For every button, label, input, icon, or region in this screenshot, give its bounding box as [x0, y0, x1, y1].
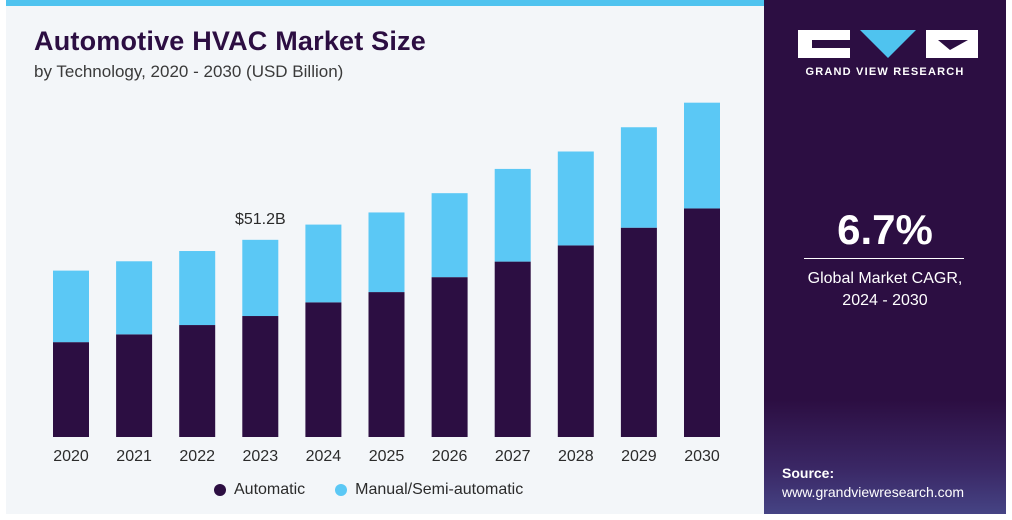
- bar-manual-2027: [494, 168, 531, 262]
- bar-manual-2023: [242, 239, 279, 317]
- x-tick-label-2021: 2021: [116, 448, 152, 465]
- accent-bar: [6, 0, 764, 6]
- summary-panel: GRAND VIEW RESEARCH 6.7% Global Market C…: [764, 0, 1006, 514]
- chart-title: Automotive HVAC Market Size: [34, 26, 426, 56]
- x-tick-label-2026: 2026: [432, 448, 468, 465]
- cagr-label-line1: Global Market CAGR,: [807, 270, 963, 287]
- infographic: Automotive HVAC Market Size by Technolog…: [6, 0, 1006, 514]
- stacked-bar-chart: 2020 2021 2022 2023 $51.2B 2024 2025 2026 2027 20…: [53, 102, 720, 465]
- grand-view-research-logo: [798, 30, 978, 58]
- bar-manual-2028: [557, 151, 594, 246]
- bar-manual-2030: [684, 102, 720, 209]
- chart-legend: Automatic Manual/Semi-automatic: [214, 481, 553, 499]
- x-tick-label-2028: 2028: [558, 448, 594, 465]
- chart-panel: Automotive HVAC Market Size by Technolog…: [6, 0, 764, 514]
- bar-automatic-2028: [557, 245, 594, 437]
- bar-automatic-2020: [53, 342, 89, 437]
- cagr-label: Global Market CAGR, 2024 - 2030: [764, 268, 1006, 312]
- x-tick-label-2030: 2030: [684, 448, 720, 465]
- bar-automatic-2030: [684, 208, 720, 437]
- x-tick-label-2024: 2024: [306, 448, 342, 465]
- x-tick-label-2027: 2027: [495, 448, 531, 465]
- bar-manual-2029: [620, 127, 657, 228]
- legend-item-manual: Manual/Semi-automatic: [335, 481, 523, 499]
- legend-swatch-automatic: [214, 484, 226, 496]
- cagr-label-line2: 2024 - 2030: [842, 292, 928, 309]
- cagr-value: 6.7%: [837, 206, 933, 253]
- bar-manual-2022: [179, 251, 216, 326]
- bar-automatic-2027: [494, 261, 531, 437]
- legend-label-automatic: Automatic: [234, 481, 306, 498]
- bar-manual-2024: [305, 224, 342, 303]
- cagr-divider: [804, 258, 964, 259]
- x-tick-label-2029: 2029: [621, 448, 657, 465]
- source-url[interactable]: www.grandviewresearch.com: [782, 484, 965, 500]
- bar-manual-2026: [431, 193, 468, 278]
- bar-manual-2021: [116, 261, 153, 335]
- bar-automatic-2026: [431, 277, 468, 437]
- legend-item-automatic: Automatic: [214, 481, 305, 499]
- bar-automatic-2023: [242, 316, 279, 437]
- bar-automatic-2021: [116, 334, 153, 437]
- x-tick-label-2023: 2023: [243, 448, 279, 465]
- source-note: Source: www.grandviewresearch.com: [782, 464, 964, 502]
- chart-subtitle: by Technology, 2020 - 2030 (USD Billion): [34, 62, 344, 81]
- bar-manual-2025: [368, 212, 405, 293]
- bar-automatic-2029: [620, 227, 657, 437]
- legend-swatch-manual: [335, 484, 348, 496]
- bar-manual-2020: [53, 270, 89, 343]
- bar-automatic-2024: [305, 302, 342, 437]
- legend-label-manual: Manual/Semi-automatic: [355, 481, 524, 498]
- bar-automatic-2022: [179, 325, 216, 437]
- source-label: Source:: [782, 465, 835, 481]
- data-label-2023: $51.2B: [235, 211, 286, 228]
- x-tick-label-2020: 2020: [53, 448, 89, 465]
- bar-automatic-2025: [368, 292, 405, 437]
- brand-name: GRAND VIEW RESEARCH: [805, 66, 965, 78]
- x-tick-label-2022: 2022: [179, 448, 215, 465]
- x-tick-label-2025: 2025: [369, 448, 405, 465]
- panel-texture: [764, 400, 1006, 514]
